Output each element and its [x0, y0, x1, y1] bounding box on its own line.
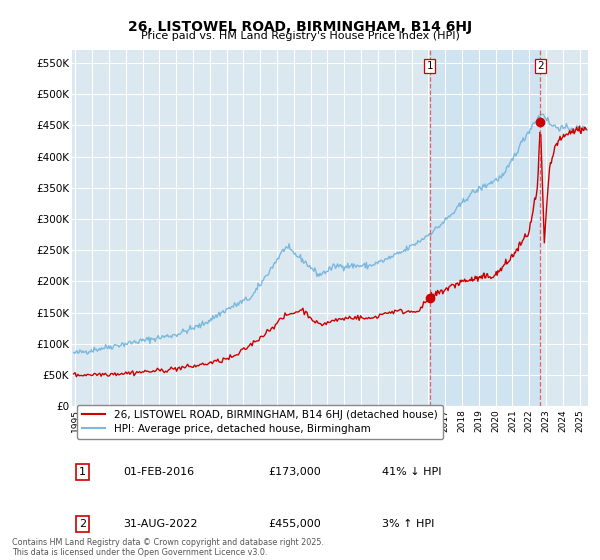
- Text: £173,000: £173,000: [268, 467, 321, 477]
- Text: 41% ↓ HPI: 41% ↓ HPI: [382, 467, 441, 477]
- Bar: [430, 50, 541, 407]
- Text: Contains HM Land Registry data © Crown copyright and database right 2025.
This d: Contains HM Land Registry data © Crown c…: [12, 538, 324, 557]
- Text: 01-FEB-2016: 01-FEB-2016: [124, 467, 195, 477]
- Text: 2: 2: [537, 62, 544, 72]
- Legend: 26, LISTOWEL ROAD, BIRMINGHAM, B14 6HJ (detached house), HPI: Average price, det: 26, LISTOWEL ROAD, BIRMINGHAM, B14 6HJ (…: [77, 405, 443, 439]
- Text: 31-AUG-2022: 31-AUG-2022: [124, 519, 198, 529]
- Text: 26, LISTOWEL ROAD, BIRMINGHAM, B14 6HJ: 26, LISTOWEL ROAD, BIRMINGHAM, B14 6HJ: [128, 20, 472, 34]
- Text: £455,000: £455,000: [268, 519, 321, 529]
- Text: 1: 1: [427, 62, 433, 72]
- Text: 2: 2: [79, 519, 86, 529]
- Text: 1: 1: [79, 467, 86, 477]
- Text: Price paid vs. HM Land Registry's House Price Index (HPI): Price paid vs. HM Land Registry's House …: [140, 31, 460, 41]
- Text: 3% ↑ HPI: 3% ↑ HPI: [382, 519, 434, 529]
